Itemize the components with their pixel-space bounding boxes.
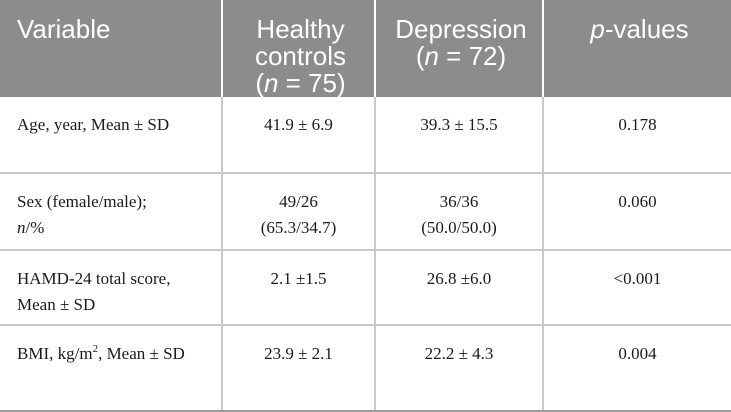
cell-p-value: 0.004 [543, 325, 731, 412]
cell-depression: 26.8 ±6.0 [375, 250, 544, 326]
depression-value-line2: (50.0/50.0) [421, 218, 497, 237]
header-variable-label: Variable [17, 14, 111, 44]
header-healthy-controls: Healthy controls (n = 75) [222, 0, 376, 98]
header-depression-n-prefix: ( [415, 41, 425, 71]
depression-value: 22.2 ± 4.3 [424, 344, 494, 363]
header-row: Variable Healthy controls (n = 75) Depre… [0, 0, 731, 97]
header-depression-n-var: n [424, 41, 439, 71]
variable-label-pre: BMI, kg/m [17, 344, 93, 363]
header-p-suffix: -values [604, 14, 689, 44]
cell-healthy: 2.1 ±1.5 [222, 250, 376, 326]
cell-depression: 36/36 (50.0/50.0) [375, 173, 544, 251]
header-depression: Depression (n = 72) [375, 0, 544, 97]
variable-label-sup: 2 [92, 343, 99, 355]
p-value: 0.060 [618, 192, 657, 211]
depression-value: 26.8 ±6.0 [426, 269, 492, 288]
cell-healthy: 49/26 (65.3/34.7) [222, 173, 376, 251]
cell-p-value: <0.001 [543, 250, 731, 326]
variable-label: Age, year, Mean ± SD [17, 115, 170, 134]
cell-healthy: 41.9 ± 6.9 [222, 97, 376, 174]
depression-value: 39.3 ± 15.5 [420, 115, 498, 134]
header-depression-n-suffix: = 72) [438, 41, 507, 71]
table-row-hamd: HAMD-24 total score, Mean ± SD 2.1 ±1.5 … [0, 250, 731, 326]
cell-p-value: 0.178 [543, 97, 731, 174]
cell-variable: Age, year, Mean ± SD [0, 97, 223, 174]
variable-label: HAMD-24 total score, Mean ± SD [17, 269, 171, 314]
depression-value-line1: 36/36 [439, 192, 479, 211]
header-healthy-line1: Healthy [256, 14, 345, 44]
header-healthy-n-prefix: ( [255, 68, 264, 98]
variable-label-post: , Mean ± SD [98, 344, 185, 363]
header-healthy-n-var: n [263, 68, 279, 98]
healthy-value-line2: (65.3/34.7) [260, 218, 337, 237]
healthy-value: 2.1 ±1.5 [270, 269, 327, 288]
healthy-value: 41.9 ± 6.9 [264, 115, 333, 134]
p-value: 0.178 [618, 115, 657, 134]
healthy-value-line1: 49/26 [279, 192, 318, 211]
header-healthy-n-suffix: = 75) [278, 68, 346, 98]
variable-label-pre: Sex (female/male); [17, 192, 147, 211]
cell-p-value: 0.060 [543, 173, 731, 251]
header-variable: Variable [0, 0, 223, 97]
variable-label-post: /% [25, 218, 45, 237]
variable-label-n: n [17, 218, 26, 237]
table-row-sex: Sex (female/male); n/% 49/26 (65.3/34.7)… [0, 173, 731, 251]
cell-depression: 22.2 ± 4.3 [375, 325, 544, 412]
healthy-value: 23.9 ± 2.1 [264, 344, 333, 363]
p-value: <0.001 [613, 269, 662, 288]
p-value: 0.004 [618, 344, 657, 363]
cell-variable: Sex (female/male); n/% [0, 173, 223, 251]
cell-variable: HAMD-24 total score, Mean ± SD [0, 250, 223, 326]
table-row-bmi: BMI, kg/m2, Mean ± SD 23.9 ± 2.1 22.2 ± … [0, 325, 731, 412]
table-row-age: Age, year, Mean ± SD 41.9 ± 6.9 39.3 ± 1… [0, 97, 731, 174]
cell-depression: 39.3 ± 15.5 [375, 97, 544, 174]
table-body: Age, year, Mean ± SD 41.9 ± 6.9 39.3 ± 1… [0, 97, 731, 412]
header-healthy-line2: controls [254, 41, 347, 71]
header-p-var: p [590, 14, 605, 44]
cell-healthy: 23.9 ± 2.1 [222, 325, 376, 412]
cell-variable: BMI, kg/m2, Mean ± SD [0, 325, 223, 412]
table-header: Variable Healthy controls (n = 75) Depre… [0, 0, 731, 97]
header-p-values: p-values [543, 0, 731, 97]
header-depression-line1: Depression [395, 14, 527, 44]
